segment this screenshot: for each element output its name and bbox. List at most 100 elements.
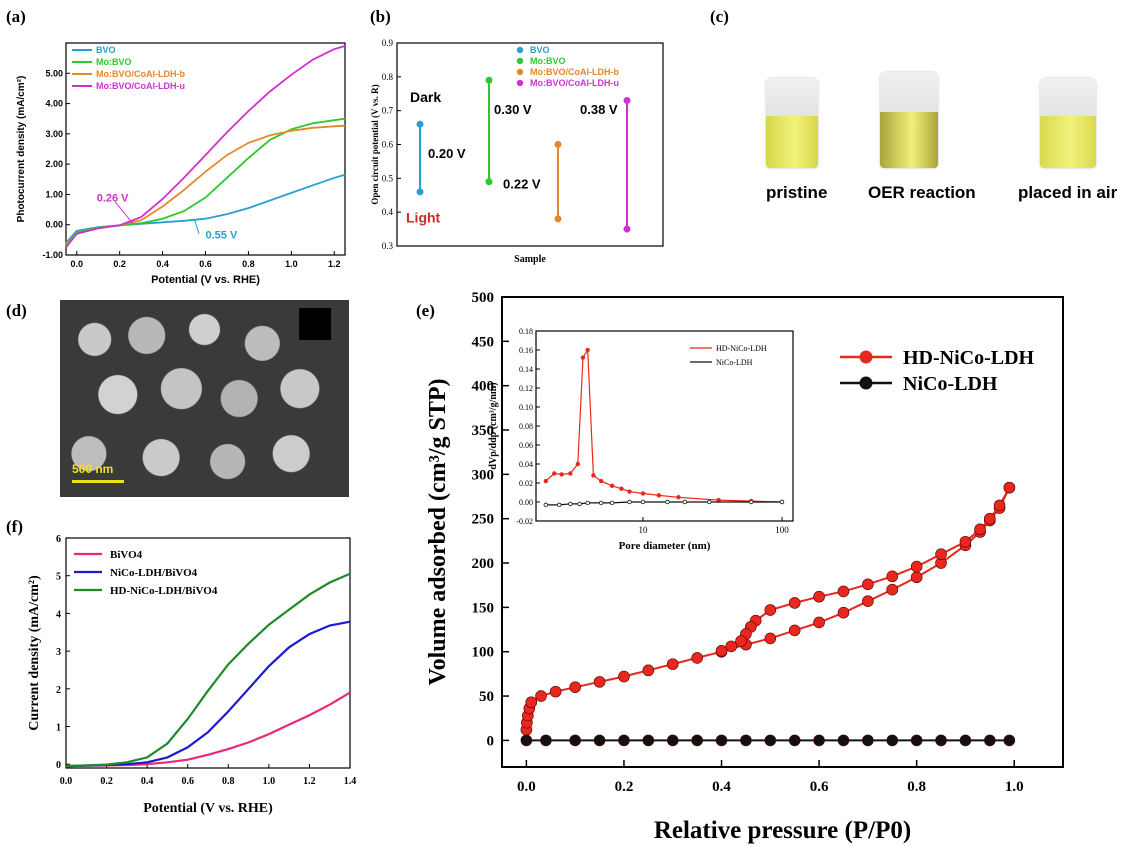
inset-series-point-0: [591, 473, 596, 478]
inset-series-point-1: [568, 501, 573, 507]
panel-e-series-point-1: [959, 535, 972, 548]
panel-a-ytick-label: 2.00: [45, 159, 63, 169]
panel-a-annotation-1: 0.55 V: [206, 229, 238, 241]
vial-pristine: [766, 78, 818, 168]
panel-e-series-point-2: [959, 734, 972, 747]
panel-b-delta-label-2: 0.22 V: [503, 176, 541, 191]
panel-e-series-point-0: [569, 681, 581, 693]
panel-e-series-point-0: [813, 616, 825, 629]
vial-placed-in-air: [1040, 78, 1096, 168]
panel-b-dark-point-0: [416, 120, 424, 128]
panel-f-legend-label-0: BiVO4: [110, 549, 143, 561]
panel-b-legend-label-3: Mo:BVO/CoAl-LDH-u: [530, 78, 619, 88]
panel-a-legend-label-3: Mo:BVO/CoAl-LDH-u: [96, 81, 185, 91]
panel-f-ytick-label: 1: [56, 723, 61, 734]
panel-b-dark-point-1: [485, 76, 493, 84]
panel-e-series-point-1: [837, 585, 850, 598]
panel-e-series-point-0: [886, 583, 899, 596]
panel-e-series-point-2: [569, 734, 581, 747]
panel-b-light-point-3: [623, 225, 631, 233]
panel-b-ytick-label: 0.7: [382, 106, 394, 116]
inset-series-point-1: [598, 500, 604, 506]
panel-f-ytick-label: 2: [56, 685, 61, 696]
inset-series-point-0: [585, 347, 590, 353]
panel-b-legend-marker-2: [516, 68, 524, 76]
panel-e-series-point-1: [764, 604, 777, 616]
panel-a-legend-label-1: Mo:BVO: [96, 57, 132, 67]
inset-series-point-0: [598, 478, 604, 484]
inset-series-point-1: [609, 500, 615, 506]
inset-series-point-0: [559, 472, 564, 477]
panel-e-series-point-2: [935, 734, 947, 747]
vial-label-1: OER reaction: [868, 183, 976, 202]
panel-e-series-point-0: [862, 595, 874, 607]
panel-e-series-point-0: [910, 571, 923, 584]
panel-f-legend-label-1: NiCo-LDH/BiVO4: [110, 567, 198, 579]
panel-b-ytick-label: 0.8: [382, 72, 394, 82]
panel-e-series-point-0: [691, 652, 703, 664]
panel-b-legend-label-0: BVO: [530, 45, 550, 55]
panel-a-ytick-label: 5.00: [45, 68, 63, 78]
panel-f-xtick-label: 0.0: [60, 776, 73, 787]
panel-a-annotation-0: 0.26 V: [97, 193, 129, 205]
panel-e-xtick-label: 0.2: [615, 779, 634, 795]
panel-e-series-point-1: [862, 578, 874, 591]
panel-b-ytick-label: 0.6: [382, 140, 394, 150]
panel-e-series-point-1: [735, 635, 747, 647]
panel-f-xtick-label: 0.2: [100, 776, 113, 787]
panel-e-series-point-1: [715, 645, 728, 657]
inset-series-point-0: [543, 478, 549, 484]
panel-f-ytick-label: 4: [56, 609, 61, 620]
inset-ytick-label: 0.06: [519, 441, 533, 450]
panel-e-ytick-label: 100: [472, 645, 495, 661]
panel-a-ytick-label: 1.00: [45, 189, 63, 199]
panel-e-series-point-2: [813, 734, 825, 747]
inset-series-point-1: [543, 502, 549, 508]
inset-xtick-label: 10: [638, 525, 648, 535]
panel-f-ytick-label: 0: [56, 760, 61, 771]
panel-f-frame: [65, 537, 351, 769]
panel-a-annotation-arrow-0: [114, 201, 133, 224]
panel-a-xtick-label: 0.2: [113, 259, 126, 269]
inset-series-point-1: [577, 501, 582, 507]
panel-e-series-point-0: [764, 632, 777, 645]
panel-e-ytick-label: 350: [472, 423, 495, 439]
panel-e-series-point-0: [549, 685, 562, 698]
inset-series-point-0: [656, 493, 662, 498]
inset-ytick-label: 0.18: [519, 327, 533, 336]
inset-series-point-0: [627, 489, 632, 494]
panel-e-series-point-1: [984, 512, 996, 525]
panel-b-ytick-label: 0.4: [382, 207, 394, 217]
panel-a-legend-label-2: Mo:BVO/CoAl-LDH-b: [96, 69, 185, 79]
inset-ytick-label: 0.10: [519, 403, 533, 412]
panel-a-annotation-arrow-1: [194, 220, 200, 234]
panel-e-letter: (e): [416, 301, 435, 320]
panel-e-ytick-label: 200: [472, 556, 495, 572]
panel-e-xtick-label: 0.4: [712, 779, 731, 795]
panel-a-ytick-label: 3.00: [45, 129, 63, 139]
panel-e-series-point-2: [593, 734, 606, 747]
panel-e-series-point-2: [666, 734, 679, 747]
panel-f-series-line-1: [65, 620, 351, 768]
vial-label-2: placed in air: [1018, 183, 1118, 202]
panel-a-ytick-label: 4.00: [45, 99, 63, 109]
vial-oer-reaction: [880, 72, 938, 168]
panel-b-letter: (b): [370, 7, 391, 26]
panel-a-xtick-label: 0.8: [242, 259, 255, 269]
panel-e-frame: [501, 296, 1064, 768]
inset-series-point-1: [585, 500, 590, 506]
panel-e-series-point-2: [764, 734, 777, 747]
panel-b-light-point-2: [554, 215, 562, 223]
panel-f-ylabel: Current density (mA/cm²): [27, 575, 42, 731]
panel-e-ytick-label: 400: [472, 379, 495, 395]
inset-legend-label-1: NiCo-LDH: [716, 358, 753, 367]
panel-e-series-point-0: [837, 606, 850, 619]
panel-e-ytick-label: 450: [472, 334, 495, 350]
inset-series-point-1: [665, 499, 670, 505]
panel-e-series-point-0: [525, 696, 538, 709]
inset-ytick-label: 0.16: [519, 346, 533, 355]
panel-e-xlabel: Relative pressure (P/P0): [654, 817, 911, 844]
sem-scale-bar: [72, 480, 124, 483]
panel-a-letter: (a): [6, 7, 26, 26]
